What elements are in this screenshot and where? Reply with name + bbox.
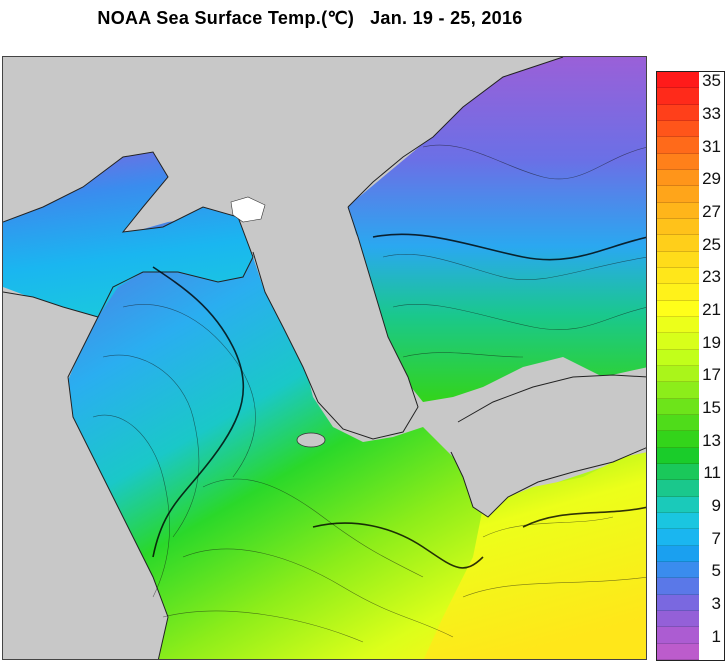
ice-patch [230,196,266,223]
legend-tick-label: 19 [702,332,721,352]
legend-tick-label: 1 [711,626,721,646]
legend-tick-label: 31 [702,136,721,156]
legend-tick-label: 15 [702,397,721,417]
legend-swatch [657,464,699,481]
legend-swatch [657,447,699,464]
legend-swatch [657,611,699,628]
legend-tick-label: 9 [711,495,721,515]
legend-swatch [657,300,699,317]
legend-swatch [657,202,699,219]
map-title: NOAA Sea Surface Temp.(℃) Jan. 19 - 25, … [97,8,523,28]
legend-swatch [657,529,699,546]
legend-swatch [657,170,699,187]
sst-map [2,56,647,660]
legend-swatch [657,186,699,203]
legend-tick-label: 27 [702,201,721,221]
legend-swatch [657,578,699,595]
color-scale-bar [657,72,699,660]
legend-tick-label: 29 [702,169,721,189]
legend-swatch [657,496,699,513]
legend-swatch [657,72,699,89]
legend-swatch [657,137,699,154]
legend-swatch [657,480,699,497]
jeju-island [296,432,326,448]
legend-tick-label: 23 [702,267,721,287]
legend-tick-label: 5 [711,561,721,581]
east-sea [348,57,646,402]
legend-swatch [657,153,699,170]
legend-swatch [657,398,699,415]
legend-tick-label: 11 [703,463,721,483]
legend-tick-label: 7 [711,528,721,548]
legend-swatch [657,431,699,448]
legend-tick-label: 25 [702,234,721,254]
legend-swatch [657,284,699,301]
legend-swatch [657,121,699,138]
legend-tick-label: 21 [702,299,721,319]
bohai-sea [3,152,253,317]
legend-swatch [657,643,699,660]
legend-swatch [657,562,699,579]
legend-swatch [657,235,699,252]
legend-swatch [657,382,699,399]
legend-swatch [657,594,699,611]
legend-tick-label: 17 [702,365,721,385]
legend-swatch [657,545,699,562]
legend-tick-label: 33 [702,103,721,123]
japan-land [451,375,646,517]
legend-swatch [657,268,699,285]
pacific-ocean [423,452,646,659]
legend-swatch [657,349,699,366]
color-scale-legend: 35 33 31 29 27 25 23 21 19 17 15 13 11 9 7 5 3 1 [656,71,725,661]
legend-swatch [657,88,699,105]
legend-tick-label: 13 [702,430,721,450]
korea-land [253,217,418,439]
legend-swatch [657,219,699,236]
legend-swatch [657,333,699,350]
legend-swatch [657,317,699,334]
legend-tick-label: 35 [702,71,721,91]
russia-land [153,57,503,232]
legend-swatch [657,513,699,530]
legend-tick-label: 3 [711,593,721,613]
legend-swatch [657,251,699,268]
legend-swatch [657,366,699,383]
legend-swatch [657,104,699,121]
china-land [3,287,163,659]
legend-swatch [657,627,699,644]
legend-swatch [657,415,699,432]
